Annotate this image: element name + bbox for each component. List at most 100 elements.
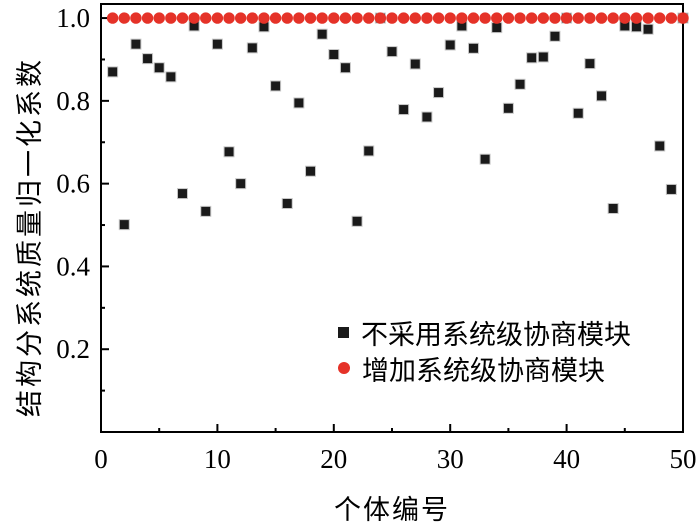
black-square-point	[514, 78, 526, 90]
black-square-point	[130, 38, 142, 50]
y-tick-label: 0.6	[56, 169, 90, 199]
red-circle-point	[165, 12, 177, 24]
red-circle-point	[572, 12, 584, 24]
black-square-point	[351, 215, 363, 227]
red-circle-point	[234, 12, 247, 24]
red-circle-point	[211, 12, 224, 24]
red-circle-point	[630, 12, 643, 24]
x-tick-label: 30	[437, 444, 464, 474]
red-circle-point	[467, 12, 480, 24]
red-circle-point	[537, 12, 550, 24]
black-square-point	[386, 46, 398, 58]
red-circle-point	[223, 12, 235, 24]
red-circle-point	[130, 12, 142, 24]
x-tick-label: 50	[670, 444, 697, 474]
black-square-point	[502, 102, 514, 114]
black-square-point	[665, 183, 677, 195]
black-square-point	[444, 39, 456, 51]
red-circle-point	[409, 12, 421, 24]
red-circle-point	[339, 12, 352, 24]
black-square-point	[421, 111, 433, 123]
black-square-point	[654, 140, 666, 152]
red-circle-icon	[338, 362, 350, 374]
red-circle-point	[584, 12, 596, 24]
black-square-point	[433, 87, 445, 99]
legend-label: 增加系统级协商模块	[362, 355, 605, 386]
red-circle-point	[246, 12, 259, 24]
black-square-point	[339, 62, 351, 74]
black-square-point	[305, 165, 317, 177]
red-circle-point	[304, 12, 317, 24]
black-square-point	[549, 30, 561, 42]
red-circle-point	[654, 12, 666, 24]
red-circle-point	[514, 12, 526, 24]
red-circle-point	[665, 12, 678, 24]
black-square-point	[398, 104, 410, 116]
black-square-point	[293, 97, 305, 109]
red-circle-point	[293, 12, 305, 24]
black-square-point	[235, 178, 247, 190]
red-circle-point	[269, 12, 282, 24]
red-circle-point	[363, 12, 375, 24]
black-square-point	[223, 146, 235, 158]
black-square-point	[142, 53, 154, 65]
red-circle-point	[141, 12, 154, 24]
black-square-point	[118, 219, 130, 231]
red-circle-point	[595, 12, 608, 24]
x-tick-label: 40	[553, 444, 580, 474]
x-tick-label: 0	[94, 444, 108, 474]
red-circle-point	[188, 12, 200, 24]
x-axis-title: 个体编号	[334, 495, 450, 522]
red-circle-point	[176, 12, 189, 24]
black-square-point	[270, 80, 282, 92]
black-square-point	[153, 62, 165, 74]
red-circle-point	[374, 12, 387, 24]
red-circle-point	[153, 12, 165, 24]
black-square-point	[211, 38, 223, 50]
red-circle-point	[397, 12, 410, 24]
black-square-point	[572, 107, 584, 119]
black-square-point	[596, 90, 608, 102]
legend-item-with-negotiation: 增加系统级协商模块	[338, 350, 631, 386]
y-axis-title: 结构分系统质量归一化系数	[15, 57, 45, 417]
black-square-point	[467, 42, 479, 54]
black-square-point	[642, 23, 654, 35]
black-square-point	[491, 22, 503, 34]
black-square-icon	[338, 326, 349, 338]
black-square-point	[479, 153, 491, 165]
red-circle-point	[328, 12, 340, 24]
black-square-point	[281, 198, 293, 210]
red-circle-point	[432, 12, 445, 24]
red-circle-point	[281, 12, 293, 24]
black-square-point	[200, 205, 212, 217]
red-circle-point	[677, 12, 689, 24]
red-circle-point	[491, 12, 503, 24]
y-tick-label: 1.0	[56, 3, 90, 33]
black-square-point	[526, 52, 538, 64]
black-square-point	[246, 42, 258, 54]
black-square-point	[537, 51, 549, 63]
black-square-point	[328, 48, 340, 60]
y-tick-label: 0.8	[56, 86, 90, 116]
red-circle-point	[200, 12, 212, 24]
x-tick-label: 10	[204, 444, 231, 474]
red-circle-point	[525, 12, 538, 24]
red-circle-point	[560, 12, 573, 24]
red-circle-point	[642, 12, 654, 24]
y-tick-label: 0.4	[56, 251, 90, 281]
red-circle-point	[456, 12, 468, 24]
red-circle-point	[479, 12, 491, 24]
black-square-point	[363, 145, 375, 157]
red-circle-point	[421, 12, 433, 24]
red-circle-point	[258, 12, 270, 24]
black-square-point	[607, 202, 619, 214]
red-circle-point	[619, 12, 631, 24]
black-square-point	[165, 71, 177, 83]
black-square-point	[107, 66, 119, 78]
red-circle-point	[316, 12, 328, 24]
red-circle-point	[502, 12, 515, 24]
red-circle-point	[386, 12, 398, 24]
legend-label: 不采用系统级协商模块	[361, 319, 631, 350]
black-square-point	[409, 58, 421, 70]
